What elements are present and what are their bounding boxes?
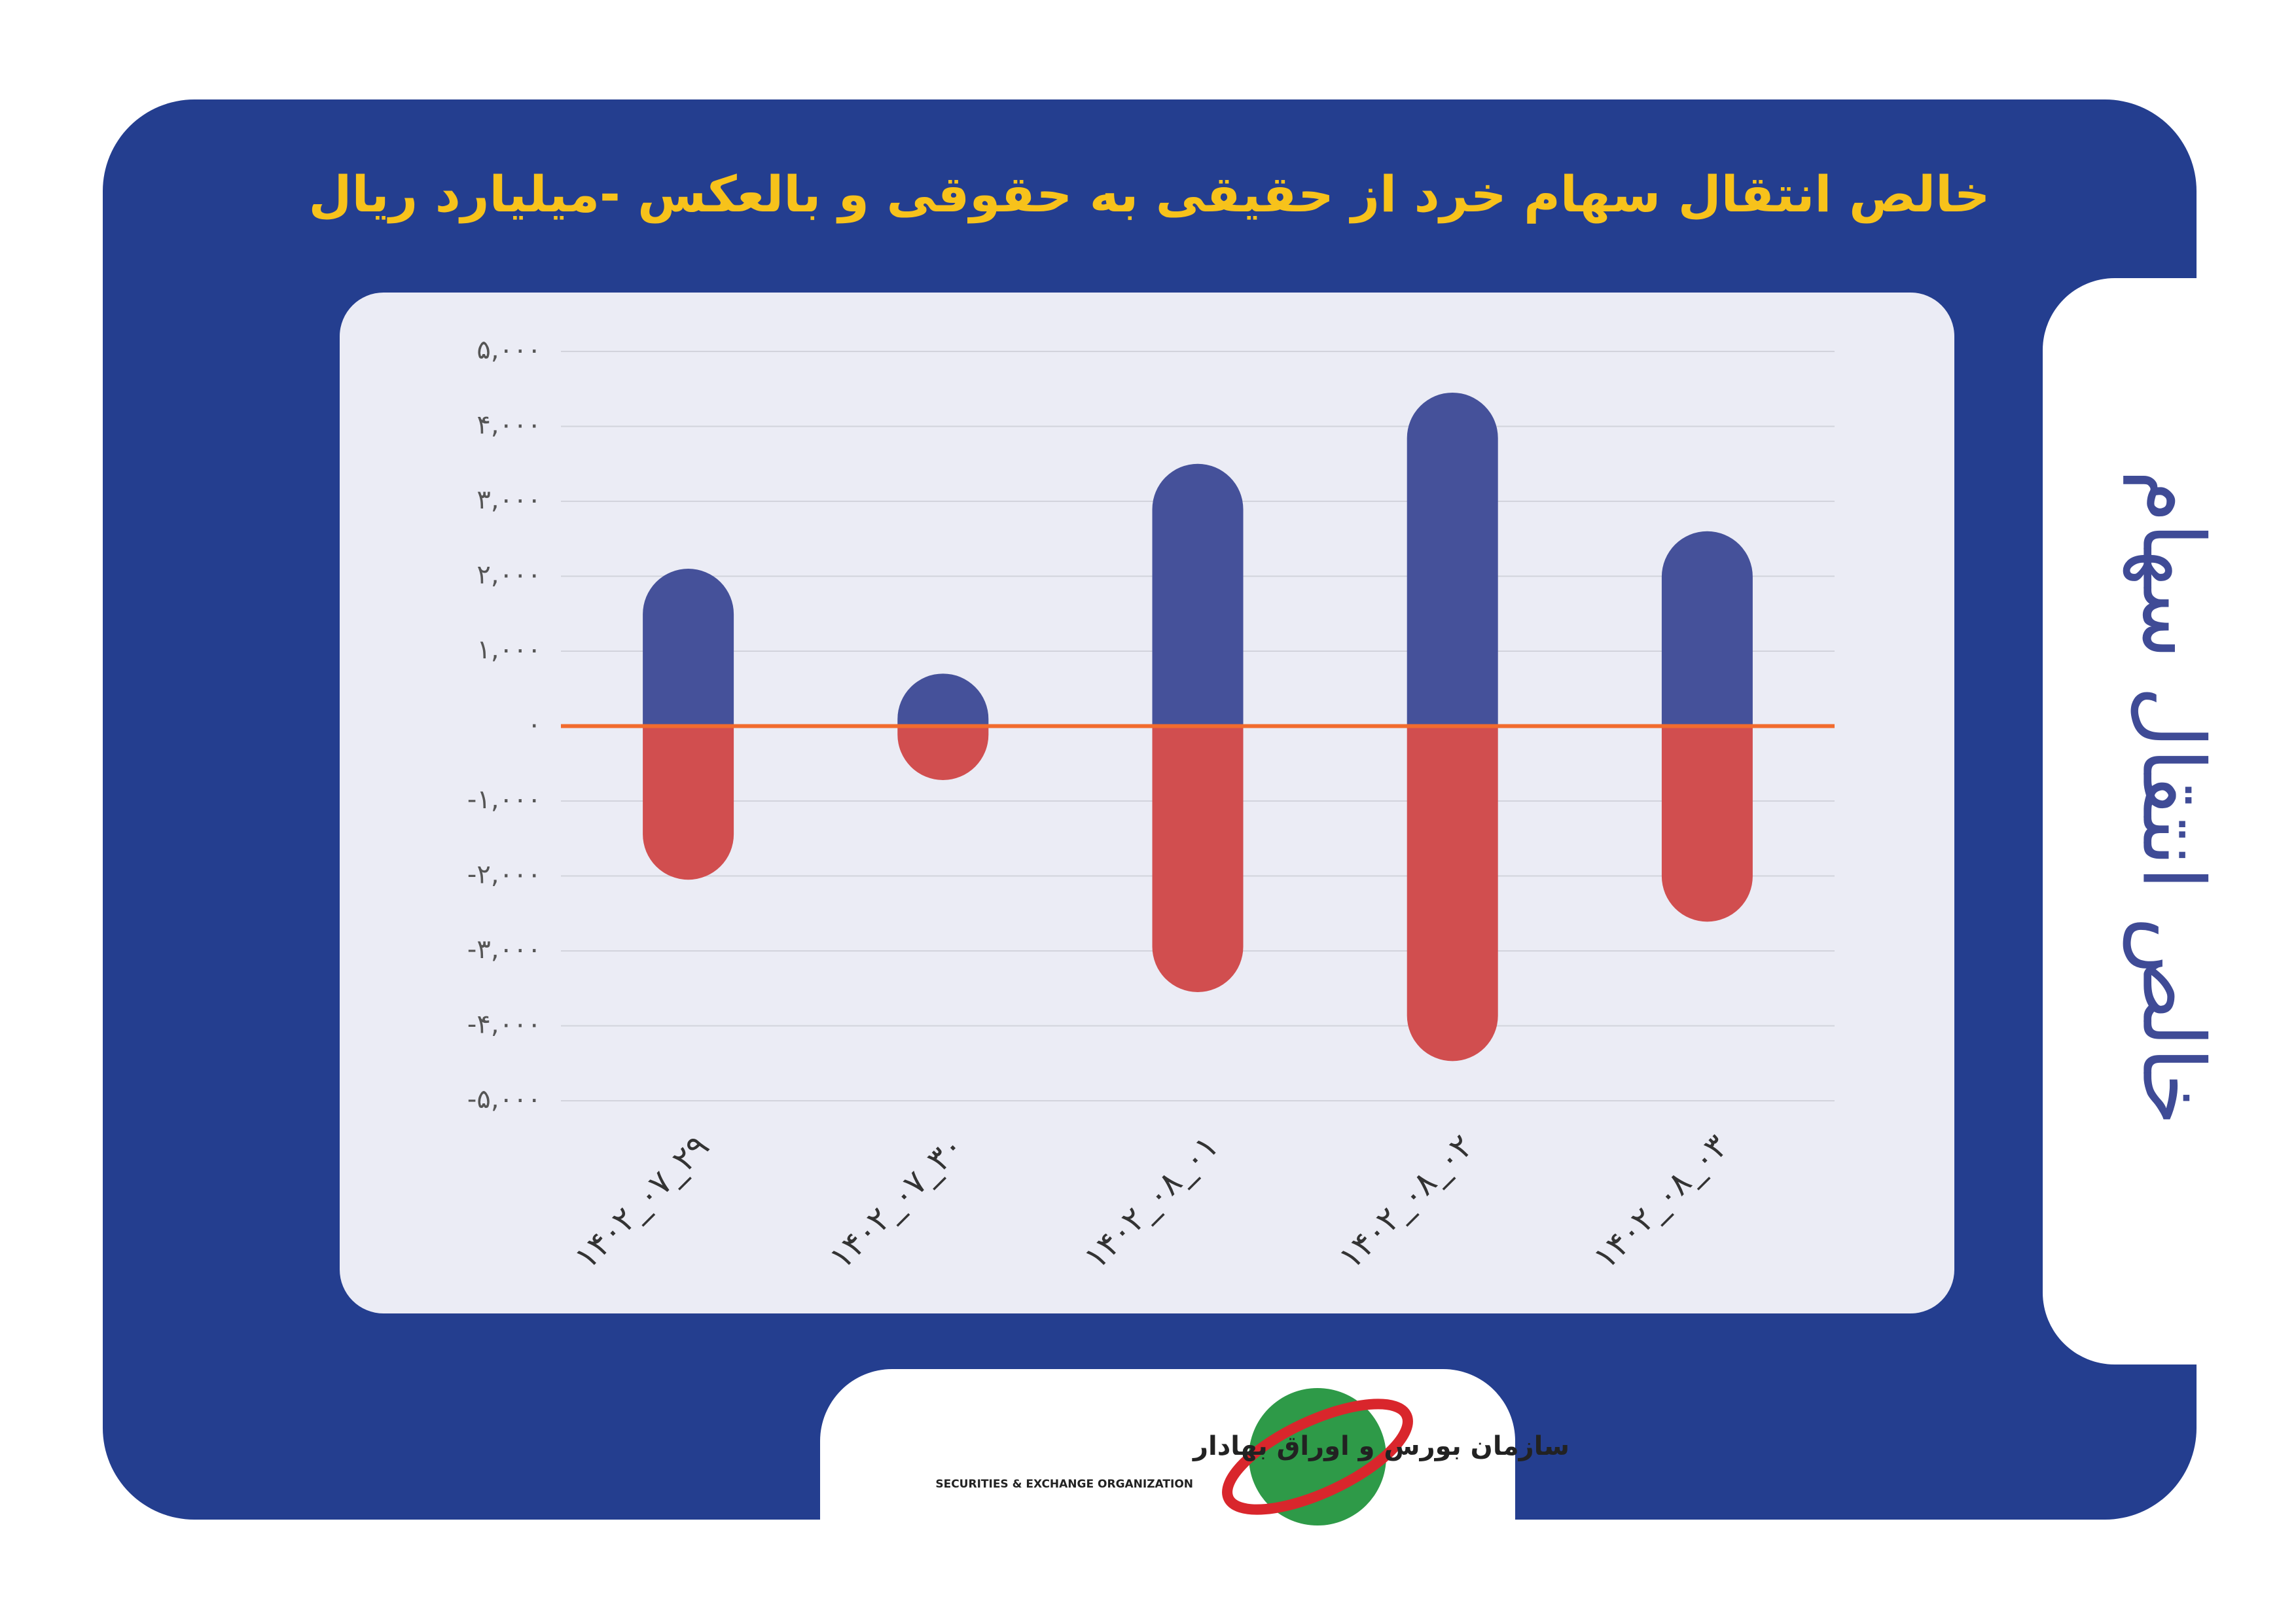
bar [643, 569, 734, 726]
y-tick-label: -۳,۰۰۰ [467, 935, 541, 965]
side-title: خالص انتقال سهام [2123, 470, 2223, 1126]
logo-tab [820, 1369, 1515, 1623]
plot-area [340, 293, 1954, 1313]
y-tick-label: ۳,۰۰۰ [476, 485, 541, 515]
y-tick-label: -۵,۰۰۰ [467, 1084, 541, 1115]
y-tick-label: ۰ [528, 710, 541, 740]
bar [643, 726, 734, 880]
bar [897, 726, 989, 780]
y-tick-label: -۲,۰۰۰ [467, 860, 541, 890]
logo: سازمان بورس و اوراق بهادار SECURITIES & … [935, 1388, 1570, 1525]
logo-name-fa: سازمان بورس و اوراق بهادار [1192, 1431, 1570, 1461]
bar [897, 673, 989, 726]
bar [1152, 463, 1244, 726]
logo-name-en: SECURITIES & EXCHANGE ORGANIZATION [935, 1478, 1193, 1491]
y-tick-label: ۲,۰۰۰ [476, 560, 541, 590]
y-tick-label: -۴,۰۰۰ [467, 1010, 541, 1040]
bar [1152, 726, 1244, 992]
logo-ring [1222, 1399, 1413, 1515]
logo-globe [1249, 1388, 1386, 1525]
bar [1407, 726, 1498, 1061]
bar [1661, 726, 1753, 922]
chart-title: خالص انتقال سهام خرد از حقیقی به حقوقی و… [309, 165, 1990, 224]
bar [1661, 531, 1753, 726]
bar [1407, 392, 1498, 726]
y-tick-label: ۵,۰۰۰ [476, 335, 541, 365]
panel-notch [2043, 278, 2296, 1364]
y-tick-label: -۱,۰۰۰ [467, 785, 541, 815]
y-tick-label: ۱,۰۰۰ [476, 635, 541, 665]
y-tick-label: ۴,۰۰۰ [476, 410, 541, 440]
